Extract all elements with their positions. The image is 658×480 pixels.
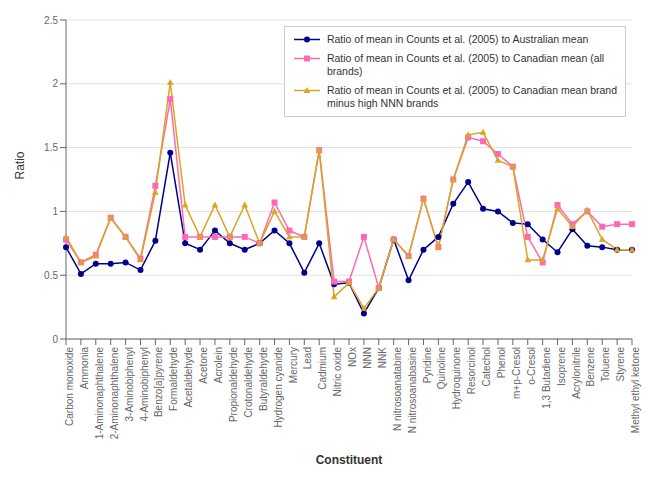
svg-text:Acrylonitrile: Acrylonitrile bbox=[571, 347, 582, 399]
svg-text:4-Aminobiphenyl: 4-Aminobiphenyl bbox=[139, 347, 150, 422]
svg-text:Methyl ethyl ketone: Methyl ethyl ketone bbox=[630, 347, 641, 434]
svg-text:Benzo[a]pyrene: Benzo[a]pyrene bbox=[153, 347, 164, 417]
svg-text:1.5: 1.5 bbox=[44, 142, 58, 153]
svg-text:Benzene: Benzene bbox=[585, 347, 596, 387]
svg-text:Crotonaldehyde: Crotonaldehyde bbox=[243, 347, 254, 418]
svg-text:Styrene: Styrene bbox=[615, 347, 626, 382]
svg-text:1-Aminonaphthalene: 1-Aminonaphthalene bbox=[94, 347, 105, 440]
svg-text:Constituent: Constituent bbox=[316, 453, 383, 467]
svg-text:Isoprene: Isoprene bbox=[556, 347, 567, 386]
svg-text:o-Cresol: o-Cresol bbox=[526, 347, 537, 385]
svg-text:Propionaldehyde: Propionaldehyde bbox=[228, 347, 239, 422]
svg-text:Carbon monoxide: Carbon monoxide bbox=[64, 347, 75, 426]
svg-text:Catechol: Catechol bbox=[481, 347, 492, 386]
svg-text:2: 2 bbox=[52, 78, 58, 89]
svg-text:1,3 Butadiene: 1,3 Butadiene bbox=[541, 347, 552, 409]
svg-text:Hydroquinone: Hydroquinone bbox=[451, 347, 462, 410]
svg-text:0: 0 bbox=[52, 334, 58, 345]
html-text:Ratio of mean in Counts et al.: Ratio of mean in Counts et al. (2005) to… bbox=[326, 33, 589, 45]
svg-text:Butyraldehyde: Butyraldehyde bbox=[258, 347, 269, 411]
svg-text:Cadmium: Cadmium bbox=[317, 347, 328, 390]
svg-text:Toluene: Toluene bbox=[600, 347, 611, 382]
svg-text:m+p-Cresol: m+p-Cresol bbox=[511, 347, 522, 399]
svg-text:Acrolein: Acrolein bbox=[213, 347, 224, 383]
svg-text:2.5: 2.5 bbox=[44, 15, 58, 26]
svg-text:NOx: NOx bbox=[347, 347, 358, 367]
svg-text:N nitrosoanatabine: N nitrosoanatabine bbox=[392, 347, 403, 431]
svg-text:N nitrosoanabasine: N nitrosoanabasine bbox=[407, 347, 418, 434]
svg-text:Formaldehyde: Formaldehyde bbox=[168, 347, 179, 411]
svg-text:Acetone: Acetone bbox=[198, 347, 209, 384]
svg-text:Lead: Lead bbox=[302, 347, 313, 369]
svg-text:Ammonia: Ammonia bbox=[79, 347, 90, 390]
svg-text:1: 1 bbox=[52, 206, 58, 217]
html-text:Ratio of mean in Counts et al.: Ratio of mean in Counts et al. (2005) to… bbox=[326, 52, 605, 77]
svg-text:Pyridine: Pyridine bbox=[422, 347, 433, 384]
svg-text:2-Aminonaphthalene: 2-Aminonaphthalene bbox=[109, 347, 120, 440]
svg-text:Nitric oxide: Nitric oxide bbox=[332, 347, 343, 397]
svg-text:NNK: NNK bbox=[377, 347, 388, 368]
svg-text:Ratio: Ratio bbox=[13, 151, 27, 179]
svg-text:Acetaldehyde: Acetaldehyde bbox=[183, 347, 194, 408]
html-text:Ratio of mean in Counts et al.: Ratio of mean in Counts et al. (2005) to… bbox=[326, 84, 617, 109]
svg-text:NNN: NNN bbox=[362, 347, 373, 369]
svg-text:3-Aminobiphenyl: 3-Aminobiphenyl bbox=[124, 347, 135, 422]
svg-text:Resorcinol: Resorcinol bbox=[466, 347, 477, 394]
svg-text:Quinoline: Quinoline bbox=[436, 347, 447, 390]
svg-text:Phenol: Phenol bbox=[496, 347, 507, 378]
svg-text:0.5: 0.5 bbox=[44, 270, 58, 281]
svg-text:Mercury: Mercury bbox=[288, 347, 299, 383]
svg-text:Hydrogen cyanide: Hydrogen cyanide bbox=[273, 347, 284, 428]
